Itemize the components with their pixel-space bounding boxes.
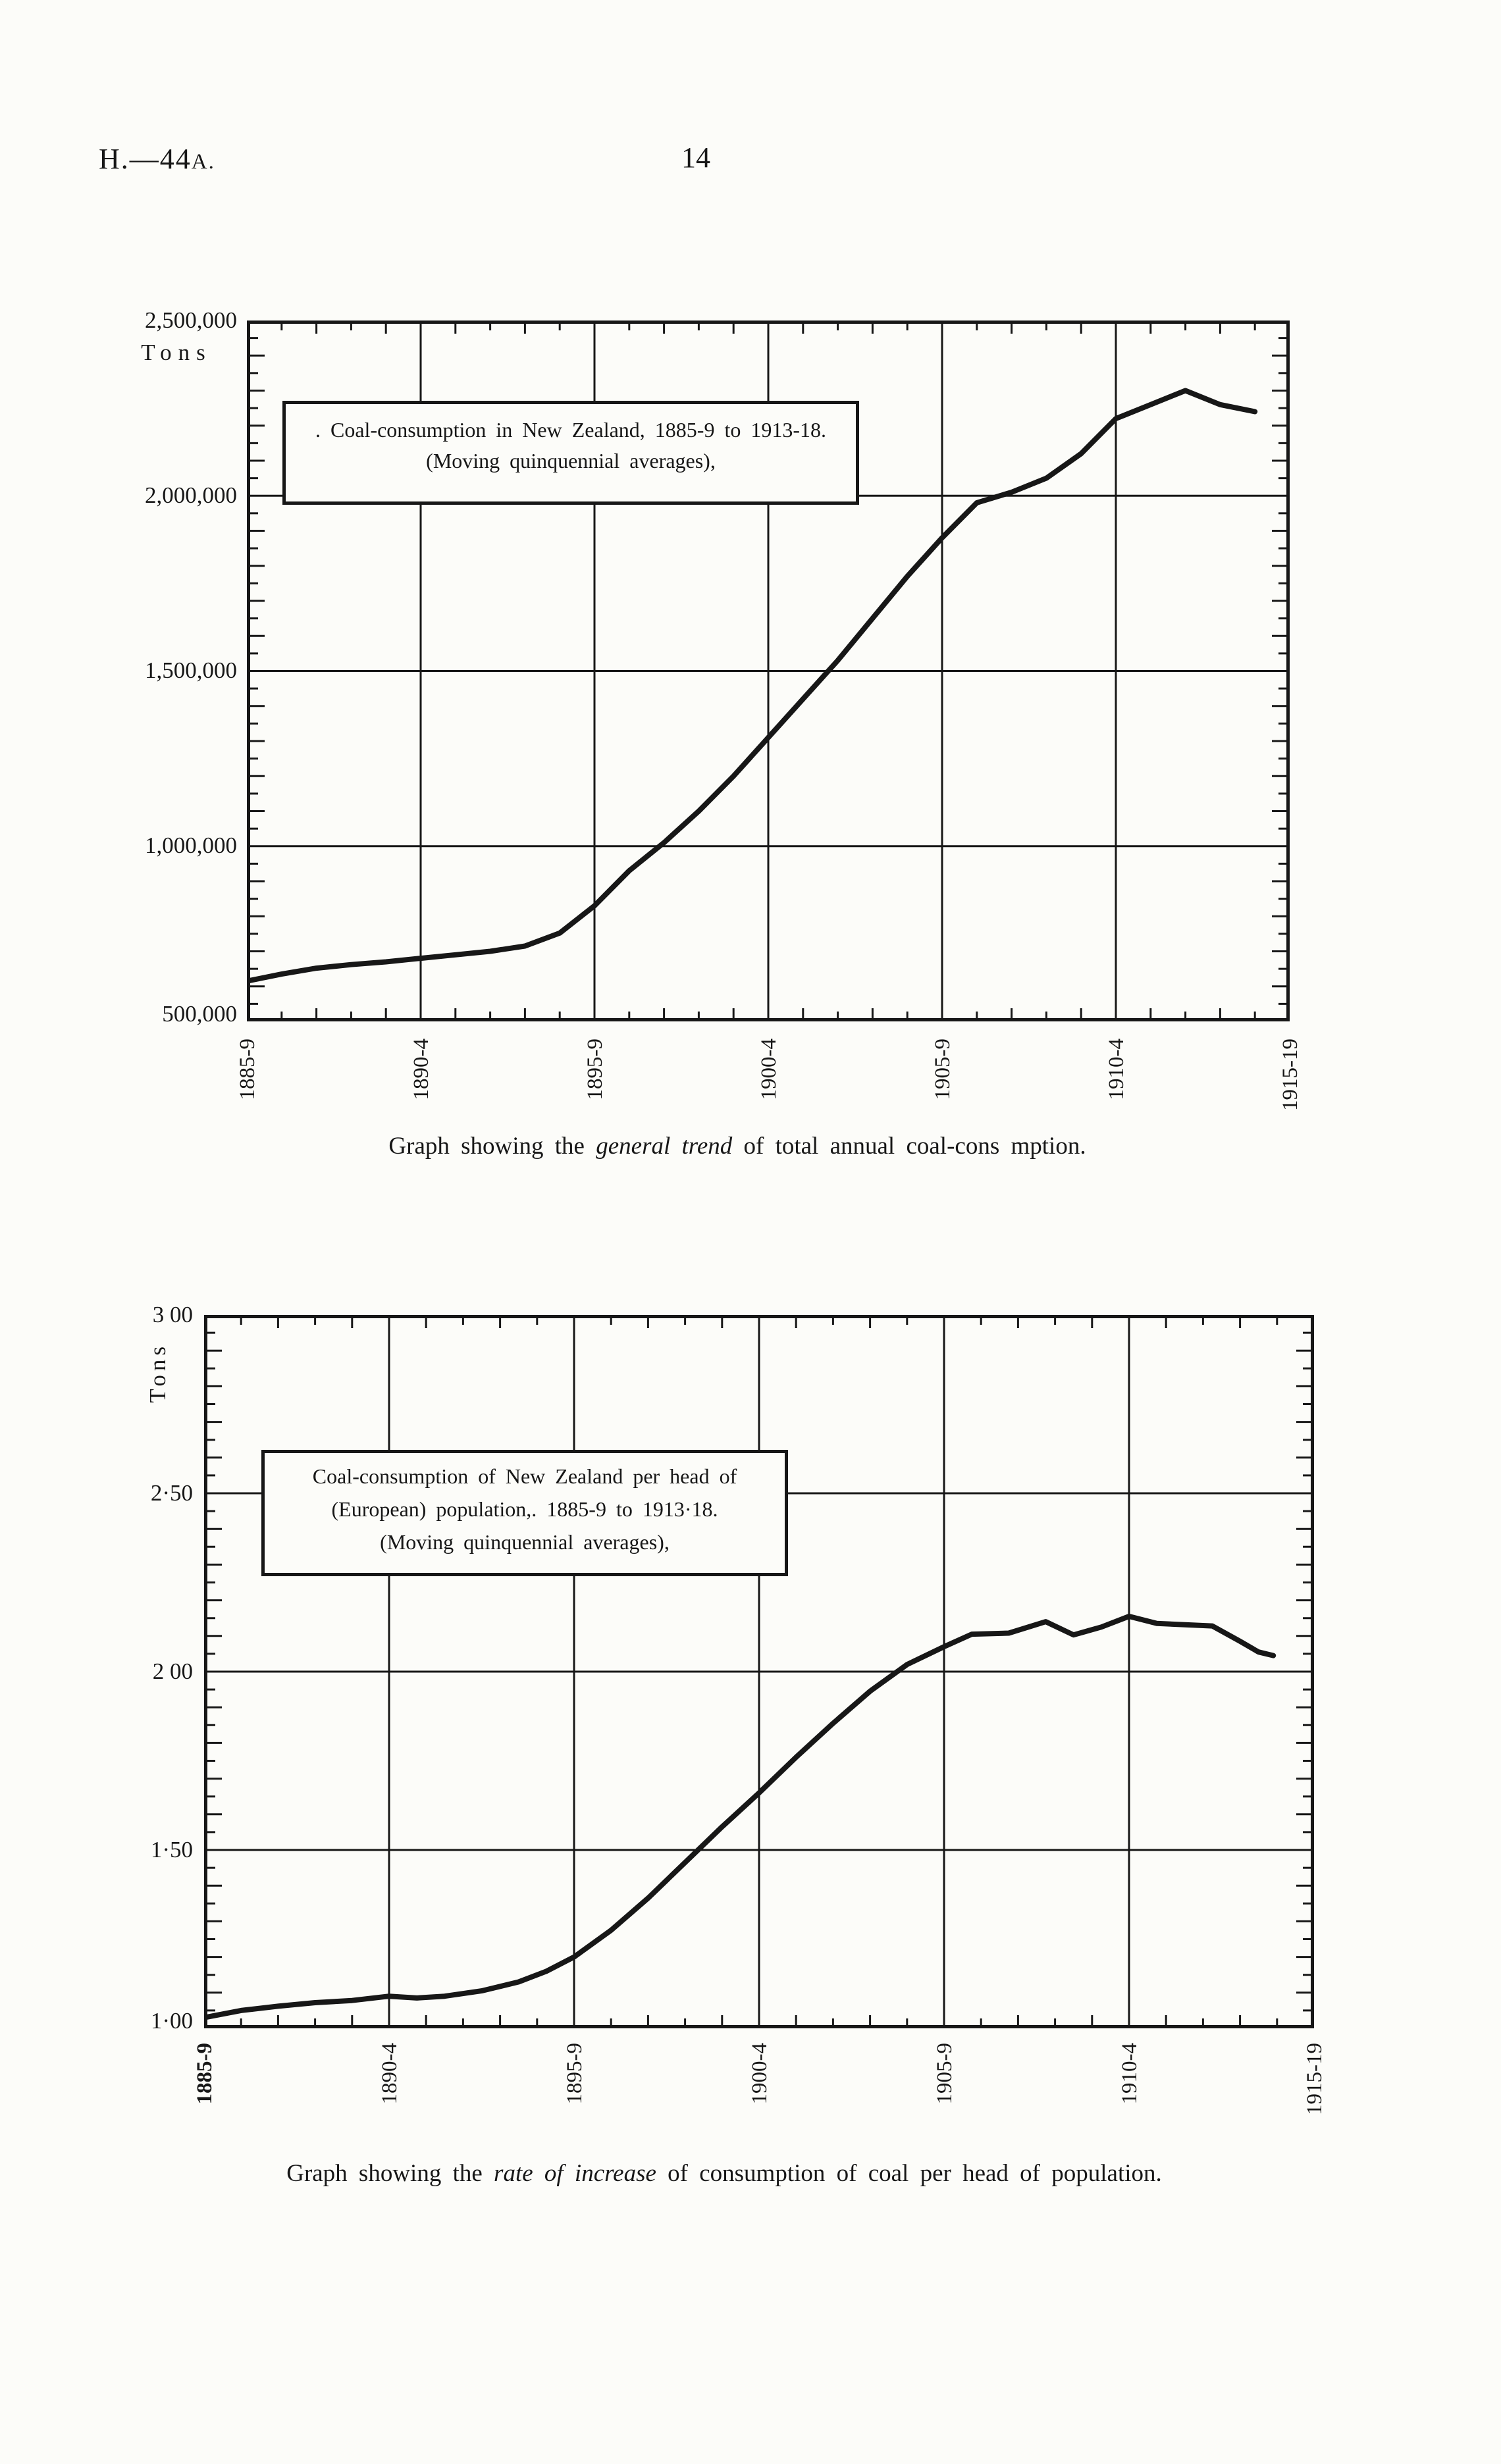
y-tick-label: 1,000,000: [145, 833, 237, 858]
chart2-caption-text: Graph showing the: [286, 2160, 494, 2187]
y-tick-label: 2·50: [150, 1480, 193, 1506]
per-capita-coal-consumption-chart: [204, 1315, 1314, 2028]
chart1-subtitle: (Moving quinquennial averages),: [426, 449, 716, 473]
x-tick-label: 1905-9: [931, 1039, 955, 1100]
chart1-caption-text-end: of total annual coal-cons mption.: [732, 1133, 1086, 1160]
page-number: 14: [681, 141, 710, 174]
report-code: H.—44A.: [99, 142, 215, 176]
x-tick-label: 1915-19: [1278, 1039, 1302, 1111]
x-tick-label: 1890-4: [378, 2043, 402, 2105]
x-tick-label: 1905-9: [933, 2043, 957, 2105]
chart2-title: Coal-consumption of New Zealand per head…: [312, 1464, 737, 1488]
chart1-caption-italic: general trend: [596, 1133, 733, 1160]
y-tick-label: 2 00: [152, 1658, 193, 1684]
total-coal-consumption-chart: [247, 321, 1290, 1021]
x-tick-label: 1900-4: [748, 2043, 772, 2105]
x-tick-label: 1915-19: [1303, 2043, 1327, 2115]
x-tick-label: 1910-4: [1105, 1039, 1128, 1100]
x-tick-label: 1895-9: [583, 1039, 607, 1100]
y-tick-label: 1·00: [150, 2008, 193, 2034]
x-tick-label: 1885-9: [193, 2043, 217, 2105]
chart2-subtitle: (Moving quinquennial averages),: [380, 1530, 670, 1554]
y-tick-label: 2,500,000: [145, 307, 237, 333]
chart2-caption-italic: rate of increase: [494, 2160, 656, 2187]
data-curve: [247, 388, 1258, 984]
chart1-y-axis-unit-label: Tons: [141, 340, 212, 365]
x-tick-label: 1895-9: [563, 2043, 587, 2105]
chart2-title-box: Coal-consumption of New Zealand per head…: [261, 1450, 788, 1576]
chart2-title-line2: (European) population,. 1885-9 to 1913·1…: [331, 1497, 718, 1521]
chart1-caption-text: Graph showing the: [388, 1133, 596, 1160]
y-tick-label: 2,000,000: [145, 482, 237, 508]
data-curve: [204, 1614, 1277, 2020]
y-tick-label: 500,000: [162, 1001, 237, 1027]
x-tick-label: 1910-4: [1118, 2043, 1142, 2105]
chart1-title-box: . Coal-consumption in New Zealand, 1885-…: [282, 401, 859, 505]
chart2-caption: Graph showing the rate of increase of co…: [184, 2159, 1264, 2188]
x-tick-label: 1890-4: [409, 1039, 433, 1100]
y-tick-label: 1·50: [150, 1837, 193, 1862]
chart2-y-axis-unit-label: Tons: [145, 1343, 171, 1403]
y-tick-label: 1,500,000: [145, 657, 237, 683]
chart1-title: . Coal-consumption in New Zealand, 1885-…: [315, 418, 826, 442]
y-tick-label: 3 00: [152, 1302, 193, 1327]
x-tick-label: 1900-4: [757, 1039, 781, 1100]
chart2-caption-text-end: of consumption of coal per head of popul…: [656, 2160, 1162, 2187]
report-code-suffix: A.: [191, 150, 215, 174]
x-tick-label: 1885-9: [236, 1039, 259, 1100]
report-code-main: H.—44: [99, 143, 192, 175]
chart1-caption: Graph showing the general trend of total…: [198, 1132, 1277, 1160]
